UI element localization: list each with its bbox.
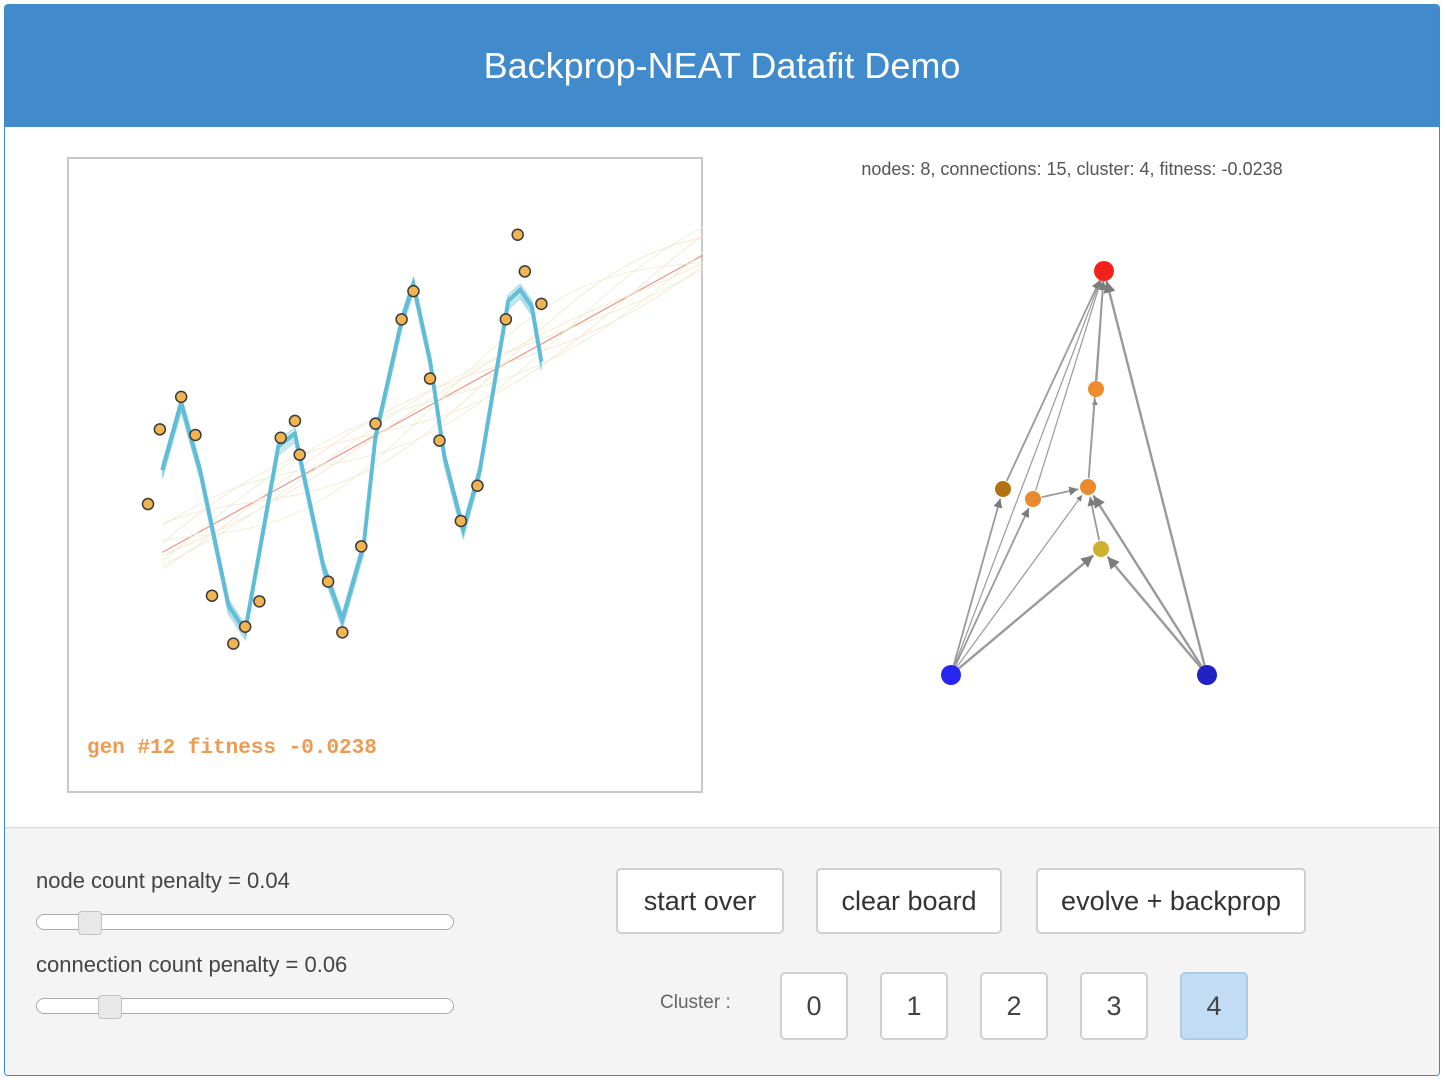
data-point bbox=[369, 417, 382, 430]
data-point bbox=[407, 284, 420, 298]
data-point bbox=[518, 265, 532, 278]
generation-fitness-label: gen #12 fitness -0.0238 bbox=[87, 737, 377, 760]
evolve-backprop-button[interactable]: evolve + backprop bbox=[1036, 868, 1306, 934]
start-over-button[interactable]: start over bbox=[616, 868, 784, 934]
network-edge bbox=[953, 280, 1102, 667]
network-node-h5 bbox=[1093, 541, 1109, 557]
network-node-h1 bbox=[1088, 381, 1104, 397]
data-point bbox=[321, 575, 335, 588]
connection-penalty-label: connection count penalty = 0.06 bbox=[36, 952, 348, 977]
population-curve bbox=[161, 265, 703, 570]
data-point bbox=[238, 620, 252, 633]
network-node-h4 bbox=[995, 481, 1011, 497]
population-curve bbox=[161, 251, 703, 562]
network-edge bbox=[1087, 280, 1108, 479]
header-bar: Backprop-NEAT Datafit Demo bbox=[5, 5, 1439, 127]
data-point bbox=[471, 479, 484, 492]
connection-penalty-slider-handle[interactable] bbox=[97, 995, 122, 1019]
data-point bbox=[336, 626, 349, 639]
data-point bbox=[189, 428, 202, 442]
population-curve bbox=[162, 236, 703, 524]
data-point bbox=[153, 423, 167, 436]
network-node-in2 bbox=[1197, 665, 1217, 685]
node-penalty-slider[interactable] bbox=[36, 911, 454, 935]
population-curve bbox=[161, 226, 703, 527]
data-point bbox=[141, 497, 155, 511]
data-point bbox=[205, 589, 219, 602]
network-edge bbox=[1005, 279, 1101, 482]
data-point bbox=[293, 448, 306, 461]
fitted-curve bbox=[161, 275, 543, 628]
app-frame: Backprop-NEAT Datafit Demo gen #12 fitne… bbox=[4, 4, 1440, 1076]
network-node-in1 bbox=[941, 665, 961, 685]
node-penalty-label: node count penalty = 0.04 bbox=[36, 868, 290, 893]
network-edge bbox=[1041, 486, 1079, 498]
linear-fit-line bbox=[161, 254, 703, 553]
data-point bbox=[454, 514, 468, 528]
data-point bbox=[423, 372, 437, 385]
network-edge bbox=[955, 494, 1083, 669]
network-edge bbox=[1103, 280, 1206, 667]
clear-board-button[interactable]: clear board bbox=[816, 868, 1002, 934]
data-point bbox=[288, 414, 302, 428]
population-curve bbox=[161, 268, 703, 566]
network-graph bbox=[941, 261, 1217, 685]
network-stats: nodes: 8, connections: 15, cluster: 4, f… bbox=[861, 159, 1283, 179]
data-point bbox=[535, 297, 548, 311]
network-node-h3 bbox=[1080, 479, 1096, 495]
network-edge bbox=[1106, 555, 1203, 669]
network-node-h2 bbox=[1025, 491, 1041, 507]
data-point bbox=[174, 390, 188, 404]
data-point bbox=[355, 540, 368, 553]
node-penalty-slider-handle[interactable] bbox=[78, 911, 102, 935]
network-node-out bbox=[1094, 261, 1114, 281]
data-point bbox=[499, 313, 513, 326]
cluster-button-4[interactable]: 4 bbox=[1180, 972, 1248, 1040]
data-point bbox=[227, 637, 240, 650]
connection-penalty-slider[interactable] bbox=[36, 995, 454, 1019]
data-point bbox=[274, 431, 287, 445]
network-edge bbox=[952, 498, 1003, 667]
cluster-button-2[interactable]: 2 bbox=[980, 972, 1048, 1040]
data-point bbox=[433, 434, 446, 447]
network-edge bbox=[1035, 280, 1103, 491]
network-edge bbox=[1087, 496, 1101, 541]
population-curve bbox=[162, 262, 703, 557]
network-edge bbox=[953, 507, 1030, 668]
network-edge bbox=[1092, 494, 1204, 669]
datafit-plot[interactable]: gen #12 fitness -0.0238 bbox=[67, 157, 703, 793]
cluster-button-3[interactable]: 3 bbox=[1080, 972, 1148, 1040]
population-curve bbox=[162, 261, 703, 541]
cluster-button-0[interactable]: 0 bbox=[780, 972, 848, 1040]
data-point bbox=[253, 595, 266, 608]
data-point bbox=[395, 313, 408, 326]
page-title: Backprop-NEAT Datafit Demo bbox=[483, 45, 961, 86]
cluster-button-1[interactable]: 1 bbox=[880, 972, 948, 1040]
control-panel: node count penalty = 0.04 connection cou… bbox=[5, 827, 1439, 1075]
network-edge bbox=[957, 554, 1095, 671]
plot-canvas[interactable] bbox=[67, 157, 703, 793]
data-point bbox=[511, 228, 524, 241]
cluster-label: Cluster : bbox=[660, 992, 731, 1013]
